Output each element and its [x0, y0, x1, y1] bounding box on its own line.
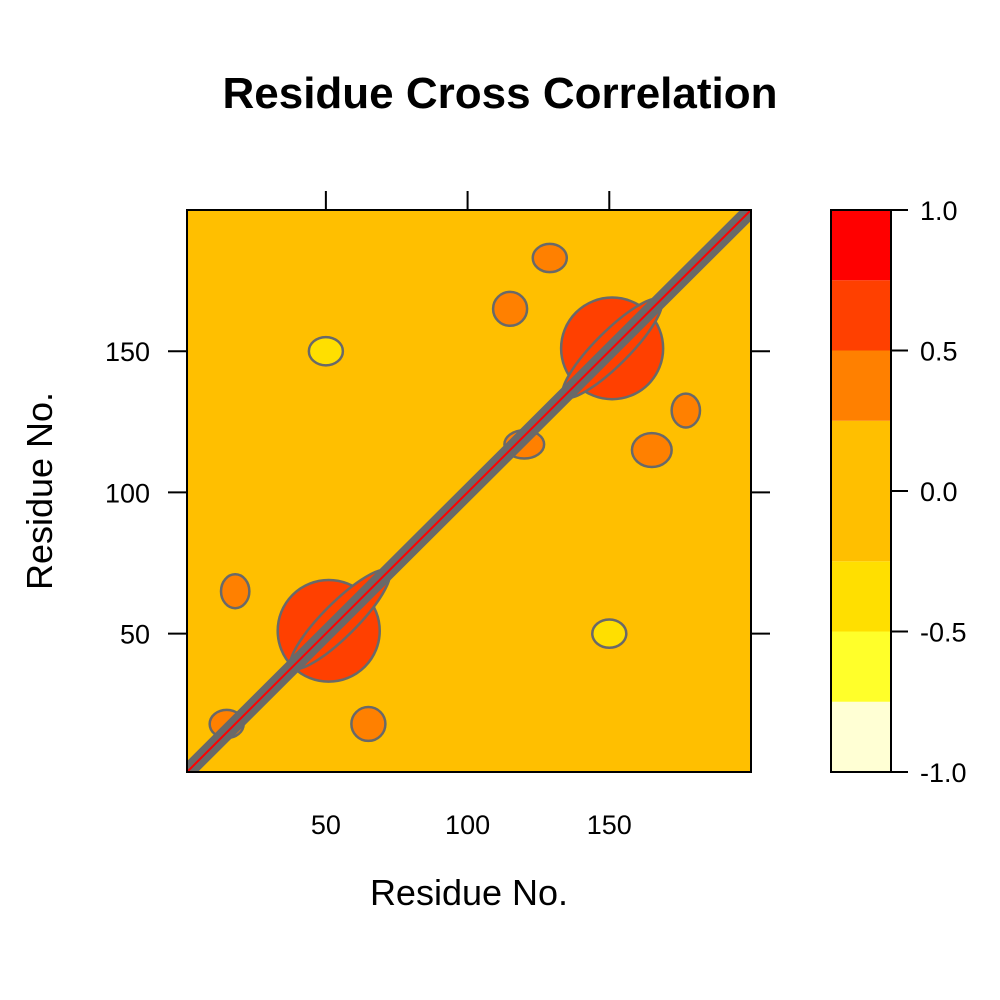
colorbar-tick-label--1.0: -1.0: [920, 758, 967, 788]
y-tick-label-150: 150: [105, 337, 150, 367]
region-offdiag-patch-3: [351, 707, 385, 741]
region-offdiag-patch-7: [533, 244, 567, 272]
region-offdiag-patch-5: [493, 292, 527, 326]
colorbar-band-2: [831, 561, 891, 631]
region-offdiag-patch-8: [672, 394, 700, 428]
colorbar-band-6: [831, 210, 891, 280]
y-tick-label-100: 100: [105, 478, 150, 508]
colorbar-band-1: [831, 632, 891, 702]
region-neg-patch-1: [309, 337, 343, 365]
colorbar-tick-label-0.0: 0.0: [920, 477, 958, 507]
colorbar: 1.0 0.5 0.0 -0.5 -1.0: [831, 196, 967, 788]
colorbar-bands: [831, 210, 891, 772]
y-axis-label: Residue No.: [19, 392, 60, 590]
region-offdiag-patch-6: [632, 433, 672, 467]
colorbar-band-0: [831, 702, 891, 772]
colorbar-band-5: [831, 280, 891, 350]
region-neg-patch-2: [592, 619, 626, 647]
colorbar-tick-label-0.5: 0.5: [920, 337, 958, 367]
x-axis-label: Residue No.: [370, 872, 568, 913]
x-tick-label-100: 100: [445, 810, 490, 840]
region-offdiag-patch-2: [221, 574, 249, 608]
heatmap-panel: [187, 210, 751, 772]
y-tick-label-50: 50: [120, 620, 150, 650]
chart-title: Residue Cross Correlation: [222, 69, 777, 118]
x-tick-label-50: 50: [311, 810, 341, 840]
colorbar-band-4: [831, 351, 891, 421]
colorbar-tick-label-1.0: 1.0: [920, 196, 958, 226]
colorbar-band-3: [831, 421, 891, 562]
colorbar-ticks: 1.0 0.5 0.0 -0.5 -1.0: [891, 196, 967, 788]
colorbar-tick-label--0.5: -0.5: [920, 618, 967, 648]
x-tick-label-150: 150: [587, 810, 632, 840]
